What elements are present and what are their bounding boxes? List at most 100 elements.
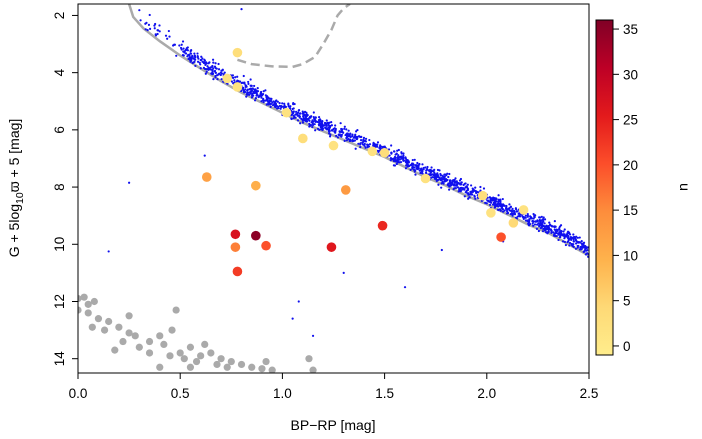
main-sequence-point: [527, 220, 531, 224]
main-sequence-point: [543, 229, 547, 232]
white-dwarf-point: [207, 349, 215, 357]
field-star-point: [297, 300, 300, 303]
main-sequence-point: [406, 163, 409, 166]
main-sequence-point: [467, 192, 470, 195]
main-sequence-point: [375, 145, 379, 148]
main-sequence-point: [443, 180, 446, 183]
main-sequence-point: [248, 93, 251, 96]
highlighted-star-point: [508, 218, 519, 228]
main-sequence-point: [292, 111, 295, 114]
main-sequence-point: [312, 111, 315, 114]
y-axis: 2 4 6 8 10 12 14: [52, 12, 78, 366]
main-sequence-point: [413, 166, 416, 169]
field-star-point: [128, 181, 131, 184]
white-dwarf-point: [145, 349, 154, 357]
y-tick-label: 2: [52, 12, 67, 20]
main-sequence-point: [543, 218, 547, 221]
main-sequence-point: [376, 143, 379, 146]
main-sequence-point: [259, 91, 263, 94]
main-sequence-point: [209, 66, 213, 69]
y-axis-label-sub: 10: [14, 192, 26, 204]
main-sequence-point: [461, 188, 464, 191]
highlighted-star-point: [232, 266, 243, 277]
main-sequence-point: [530, 217, 534, 220]
main-sequence-point: [490, 198, 493, 201]
main-sequence-point: [363, 142, 366, 146]
main-sequence-point: [564, 234, 567, 237]
main-sequence-point: [275, 104, 278, 108]
colorbar-axis: 0 5 10 15 20 25 30 35: [613, 22, 638, 354]
main-sequence-point: [566, 232, 569, 235]
main-sequence-point: [406, 158, 409, 162]
main-sequence-point: [437, 183, 440, 186]
main-sequence-point: [156, 29, 160, 32]
main-sequence-point: [494, 199, 497, 202]
main-sequence-point: [354, 133, 357, 136]
main-sequence-point: [207, 66, 210, 69]
highlighted-star-point: [230, 229, 241, 240]
main-sequence-point: [255, 89, 258, 92]
main-sequence-point: [487, 199, 490, 203]
main-sequence-point: [580, 240, 583, 243]
main-sequence-point: [343, 139, 346, 142]
main-sequence-point: [354, 147, 357, 150]
main-sequence-point: [312, 115, 315, 119]
main-sequence-point: [246, 88, 250, 91]
main-sequence-point: [364, 140, 368, 143]
main-sequence-point: [207, 68, 210, 71]
main-sequence-point: [259, 94, 262, 98]
main-sequence-point: [231, 74, 235, 77]
main-sequence-point: [201, 57, 204, 60]
main-sequence-point: [302, 117, 305, 120]
main-sequence-point: [443, 175, 446, 178]
white-dwarf-point: [213, 360, 221, 369]
main-sequence-point: [515, 210, 518, 213]
main-sequence-point: [325, 124, 328, 128]
white-dwarf-point: [197, 352, 205, 360]
main-sequence-point: [190, 56, 193, 59]
main-sequence-point: [205, 62, 208, 65]
main-sequence-point: [531, 220, 534, 223]
main-sequence-point: [528, 219, 531, 222]
main-sequence-point: [330, 120, 333, 124]
giant-branch-line: [237, 4, 351, 69]
main-sequence-point: [540, 215, 543, 218]
main-sequence-point: [465, 185, 469, 189]
main-sequence-point: [468, 196, 471, 199]
main-sequence-point: [325, 123, 328, 126]
main-sequence-point: [254, 91, 257, 94]
main-sequence-point: [569, 235, 573, 239]
main-sequence-point: [430, 166, 433, 169]
main-sequence-point: [253, 88, 256, 91]
y-axis-label: G + 5log10ϖ + 5 [mag]: [6, 119, 26, 258]
main-sequence-point: [512, 212, 515, 215]
main-sequence-point: [582, 246, 586, 249]
main-sequence-point: [292, 114, 295, 117]
main-sequence-point: [359, 139, 363, 142]
main-sequence-point: [294, 113, 297, 116]
main-sequence-point: [223, 71, 226, 74]
main-sequence-point: [539, 220, 542, 223]
main-sequence-point: [416, 161, 419, 165]
main-sequence-point: [430, 176, 433, 179]
main-sequence-point: [541, 224, 545, 228]
main-sequence-point: [441, 178, 444, 181]
main-sequence-point: [270, 97, 273, 100]
main-sequence-point: [574, 247, 578, 250]
main-sequence-point: [334, 127, 337, 131]
main-sequence-point: [511, 214, 514, 217]
main-sequence-point: [392, 164, 395, 167]
main-sequence-point: [144, 28, 147, 31]
main-sequence-point: [328, 135, 332, 138]
main-sequence-point: [253, 84, 256, 88]
main-sequence-point: [336, 136, 340, 139]
main-sequence-point: [414, 173, 417, 176]
main-sequence-point: [538, 216, 542, 219]
main-sequence-point: [453, 187, 456, 190]
main-sequence-point: [537, 222, 540, 225]
main-sequence-point: [447, 175, 450, 179]
main-sequence-point: [247, 91, 250, 94]
main-sequence-point: [269, 103, 272, 106]
main-sequence-point: [505, 206, 508, 210]
main-sequence-point: [321, 120, 324, 123]
